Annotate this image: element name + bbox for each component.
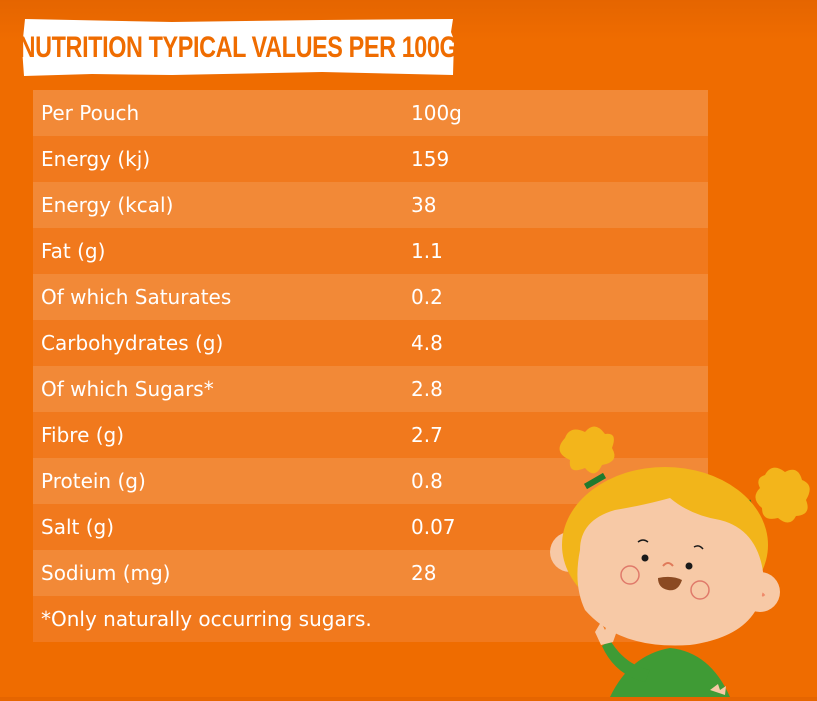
nutrient-value: 28 <box>411 561 437 585</box>
table-row: Per Pouch 100g <box>33 90 708 136</box>
table-row: Fat (g) 1.1 <box>33 228 708 274</box>
nutrient-value: 38 <box>411 193 437 217</box>
nutrient-label: Protein (g) <box>41 469 146 493</box>
nutrient-value: 2.8 <box>411 377 443 401</box>
table-row: Energy (kcal) 38 <box>33 182 708 228</box>
footnote: *Only naturally occurring sugars. <box>41 607 372 631</box>
table-row: Carbohydrates (g) 4.8 <box>33 320 708 366</box>
nutrient-label: Salt (g) <box>41 515 115 539</box>
nutrient-value: 0.07 <box>411 515 456 539</box>
table-row: Of which Saturates 0.2 <box>33 274 708 320</box>
nutrient-label: Carbohydrates (g) <box>41 331 224 355</box>
table-row: Energy (kj) 159 <box>33 136 708 182</box>
nutrient-label: Of which Sugars* <box>41 377 214 401</box>
nutrient-value: 0.8 <box>411 469 443 493</box>
nutrient-label: Per Pouch <box>41 101 140 125</box>
nutrient-label: Sodium (mg) <box>41 561 171 585</box>
girl-character-illustration <box>540 420 817 697</box>
nutrient-value: 1.1 <box>411 239 443 263</box>
nutrient-label: Fibre (g) <box>41 423 125 447</box>
nutrient-value: 4.8 <box>411 331 443 355</box>
nutrient-value: 0.2 <box>411 285 443 309</box>
nutrient-value: 100g <box>411 101 462 125</box>
nutrient-value: 159 <box>411 147 450 171</box>
nutrient-label: Fat (g) <box>41 239 106 263</box>
torn-paper-banner-shape <box>22 19 454 76</box>
nutrient-label: Energy (kcal) <box>41 193 174 217</box>
nutrient-label: Of which Saturates <box>41 285 232 309</box>
nutrient-label: Energy (kj) <box>41 147 151 171</box>
table-row: Of which Sugars* 2.8 <box>33 366 708 412</box>
page-title: NUTRITION TYPICAL VALUES PER 100G <box>18 31 458 64</box>
title-banner: NUTRITION TYPICAL VALUES PER 100G <box>18 18 458 78</box>
nutrient-value: 2.7 <box>411 423 443 447</box>
